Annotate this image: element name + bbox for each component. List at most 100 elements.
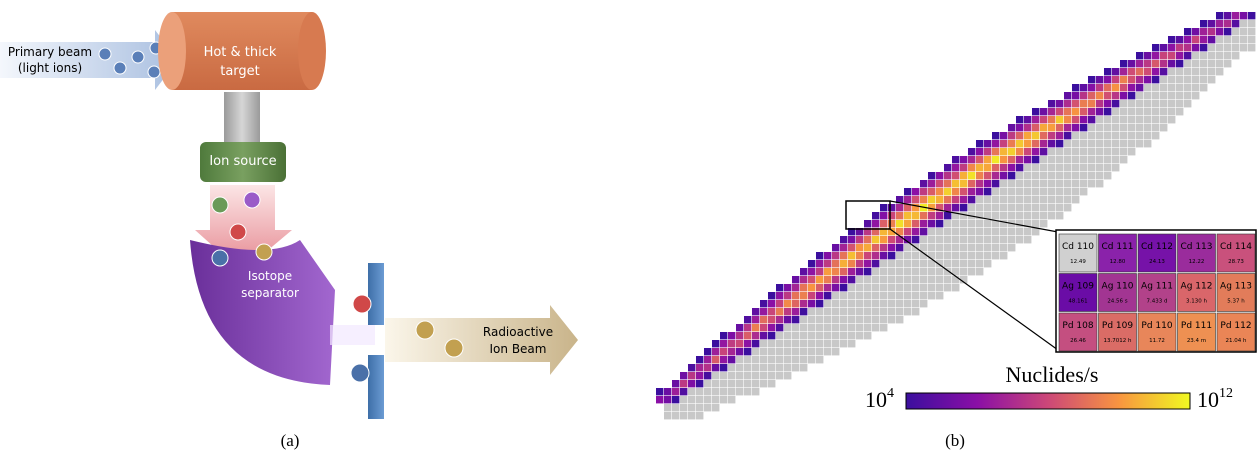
- inset-cell: [1217, 234, 1255, 272]
- nuclide-cell: [1176, 60, 1183, 67]
- nuclide-cell: [784, 332, 791, 339]
- nuclide-cell: [776, 316, 783, 323]
- nuclide-cell: [1176, 108, 1183, 115]
- nuclide-cell: [1064, 156, 1071, 163]
- slit-plate: [368, 263, 384, 325]
- nuclide-cell: [824, 316, 831, 323]
- nuclide-cell: [688, 404, 695, 411]
- nuclide-cell: [1200, 60, 1207, 67]
- nuclide-cell: [1112, 108, 1119, 115]
- nuclide-cell: [768, 300, 775, 307]
- nuclide-cell: [696, 380, 703, 387]
- nuclide-cell: [1032, 196, 1039, 203]
- nuclide-cell: [968, 204, 975, 211]
- nuclide-cell: [824, 260, 831, 267]
- nuclide-cell: [768, 324, 775, 331]
- nuclide-cell: [1040, 148, 1047, 155]
- nuclide-cell: [1160, 84, 1167, 91]
- nuclide-cell: [792, 276, 799, 283]
- nuclide-cell: [1000, 180, 1007, 187]
- nuclide-cell: [1016, 220, 1023, 227]
- nuclide-cell: [752, 348, 759, 355]
- nuclide-cell: [1152, 60, 1159, 67]
- nuclide-cell: [992, 132, 999, 139]
- nuclide-cell: [816, 292, 823, 299]
- nuclide-cell: [784, 284, 791, 291]
- nuclide-cell: [904, 260, 911, 267]
- nuclide-cell: [808, 260, 815, 267]
- nuclide-cell: [1048, 172, 1055, 179]
- nuclide-cell: [1104, 108, 1111, 115]
- nuclide-cell: [864, 268, 871, 275]
- nuclide-cell: [976, 196, 983, 203]
- nuclide-cell: [920, 228, 927, 235]
- nuclide-cell: [1056, 164, 1063, 171]
- nuclide-cell: [872, 316, 879, 323]
- inset-cell: [1217, 313, 1255, 351]
- nuclide-cell: [1072, 172, 1079, 179]
- nuclide-cell: [824, 276, 831, 283]
- nuclide-cell: [1144, 52, 1151, 59]
- nuclide-cell: [1216, 60, 1223, 67]
- nuclide-cell: [1008, 164, 1015, 171]
- nuclide-cell: [928, 180, 935, 187]
- nuclide-cell: [1144, 100, 1151, 107]
- nuclide-cell: [1040, 124, 1047, 131]
- nuclide-cell: [1128, 100, 1135, 107]
- inset-name: Ag 113: [1220, 282, 1252, 292]
- nuclide-cell: [856, 236, 863, 243]
- nuclide-cell: [872, 300, 879, 307]
- nuclide-cell: [944, 204, 951, 211]
- nuclide-cell: [992, 180, 999, 187]
- inset-name: Ag 110: [1102, 282, 1134, 292]
- nuclide-cell: [896, 260, 903, 267]
- nuclide-cell: [768, 292, 775, 299]
- nuclide-cell: [1232, 52, 1239, 59]
- nuclide-cell: [904, 228, 911, 235]
- inset-name: Pd 112: [1220, 321, 1251, 331]
- inset-value: 5.37 h: [1227, 299, 1245, 305]
- nuclide-cell: [1000, 236, 1007, 243]
- nuclide-cell: [712, 340, 719, 347]
- nuclide-cell: [1192, 28, 1199, 35]
- nuclide-cell: [808, 340, 815, 347]
- nuclide-cell: [1240, 36, 1247, 43]
- nuclide-cell: [760, 300, 767, 307]
- nuclide-cell: [1248, 12, 1255, 19]
- nuclide-cell: [888, 268, 895, 275]
- inset-cell: [1059, 313, 1097, 351]
- nuclide-cell: [856, 300, 863, 307]
- nuclide-cell: [904, 268, 911, 275]
- nuclide-cell: [912, 252, 919, 259]
- nuclide-cell: [1072, 100, 1079, 107]
- nuclide-cell: [896, 268, 903, 275]
- nuclide-cell: [1080, 172, 1087, 179]
- nuclide-cell: [968, 196, 975, 203]
- nuclide-cell: [1096, 132, 1103, 139]
- nuclide-cell: [832, 276, 839, 283]
- nuclide-cell: [680, 388, 687, 395]
- nuclide-cell: [952, 220, 959, 227]
- nuclide-cell: [1136, 100, 1143, 107]
- nuclide-cell: [1128, 60, 1135, 67]
- nuclide-cell: [1144, 132, 1151, 139]
- nuclide-cell: [936, 228, 943, 235]
- nuclide-cell: [992, 148, 999, 155]
- nuclide-cell: [928, 196, 935, 203]
- nuclide-cell: [744, 388, 751, 395]
- nuclide-cell: [1024, 132, 1031, 139]
- output-beam-label: Radioactive: [483, 325, 553, 339]
- nuclide-cell: [896, 292, 903, 299]
- nuclide-cell: [656, 396, 663, 403]
- nuclide-cell: [1056, 212, 1063, 219]
- nuclide-cell: [736, 348, 743, 355]
- nuclide-cell: [768, 308, 775, 315]
- nuclide-cell: [960, 268, 967, 275]
- nuclide-cell: [1096, 156, 1103, 163]
- nuclide-cell: [912, 188, 919, 195]
- nuclide-cell: [1088, 156, 1095, 163]
- nuclide-cell: [688, 364, 695, 371]
- nuclide-cell: [1032, 108, 1039, 115]
- nuclide-cell: [832, 308, 839, 315]
- nuclide-cell: [1112, 148, 1119, 155]
